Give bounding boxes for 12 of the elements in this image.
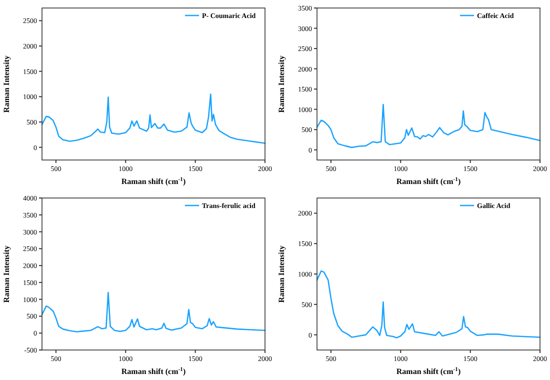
line-series <box>316 270 541 338</box>
x-axis-title: Raman shift (cm$^{-1}$) <box>121 177 186 186</box>
line-series <box>41 292 266 332</box>
y-axis-title: Raman Intensity <box>277 55 286 113</box>
x-axis-title: Raman shift (cm$^{-1}$) <box>121 367 186 376</box>
line-series <box>41 93 266 144</box>
y-axis-title: Raman Intensity <box>277 245 286 303</box>
y-axis-title: Raman Intensity <box>2 245 11 303</box>
x-axis-title: Raman shift (cm$^{-1}$) <box>396 177 461 186</box>
x-axis-title: Raman shift (cm$^{-1}$) <box>396 367 461 376</box>
line-series <box>316 104 541 148</box>
y-axis-title: Raman Intensity <box>2 55 11 113</box>
